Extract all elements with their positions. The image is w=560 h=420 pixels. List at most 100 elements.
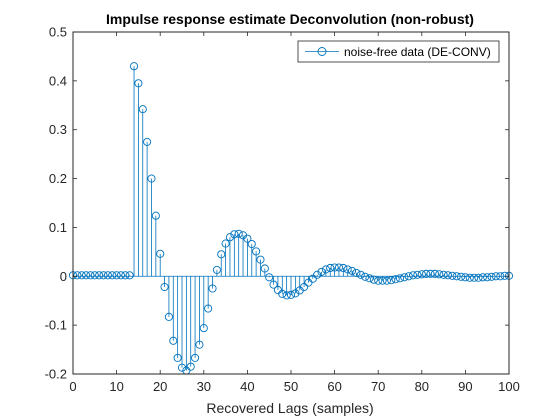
y-tick-label: -0.1 <box>45 318 67 333</box>
stem-marker <box>143 137 152 146</box>
stem-marker <box>413 270 422 279</box>
stem-marker <box>156 249 165 258</box>
stem-markers <box>68 62 514 375</box>
stem-marker <box>387 276 396 285</box>
plot-area <box>73 32 509 374</box>
stem-marker <box>452 272 461 281</box>
x-tick-label: 40 <box>240 379 254 394</box>
stem-marker <box>461 273 470 282</box>
stem-marker <box>491 272 500 281</box>
stem-marker <box>160 282 169 292</box>
stem-marker <box>82 271 91 280</box>
stem-marker <box>365 274 374 283</box>
stem-marker <box>243 234 252 243</box>
stem-marker <box>352 268 361 277</box>
stem-marker <box>326 263 335 273</box>
stem-marker <box>164 312 173 321</box>
stem-marker <box>487 272 496 281</box>
stem-marker <box>195 340 204 349</box>
y-tick-labels: -0.2 -0.1 0 0.1 0.2 0.3 0.4 0.5 <box>45 25 67 382</box>
stem-marker <box>103 271 112 280</box>
legend-marker-sample <box>317 47 327 56</box>
stem-marker <box>269 280 278 289</box>
stem-marker <box>230 230 239 239</box>
stem-lines <box>72 66 510 371</box>
stem-marker <box>347 266 357 275</box>
stem-marker <box>443 271 453 280</box>
stem-marker <box>125 271 134 280</box>
x-tick-label: 100 <box>498 379 520 394</box>
stem-marker <box>339 263 348 273</box>
stem-marker <box>199 324 208 333</box>
stem-marker <box>496 272 505 281</box>
stem-marker <box>225 233 235 242</box>
stem-marker <box>317 267 326 276</box>
stem-marker <box>378 276 387 285</box>
x-tick-label: 70 <box>371 379 385 394</box>
stem-marker <box>147 174 156 183</box>
stem-marker <box>221 239 230 248</box>
y-tick-label: -0.2 <box>45 367 67 382</box>
x-tick-label: 20 <box>153 379 167 394</box>
stem-marker <box>404 272 413 281</box>
stem-marker <box>500 271 509 280</box>
stem-marker <box>282 291 291 300</box>
x-axis-label: Recovered Lags (samples) <box>206 400 373 416</box>
x-tick-label: 30 <box>197 379 211 394</box>
stem-marker <box>252 247 261 256</box>
stem-marker <box>409 271 418 280</box>
stem-marker <box>173 353 182 362</box>
stem-marker <box>138 105 147 114</box>
stem-marker <box>435 270 444 279</box>
stem-marker <box>334 263 344 272</box>
stem-marker <box>151 211 160 220</box>
stem-marker <box>186 362 195 371</box>
stem-marker <box>374 276 383 285</box>
chart-title: Impulse response estimate Deconvolution … <box>106 11 474 27</box>
stem-marker <box>422 269 431 278</box>
stem-marker <box>191 353 200 362</box>
stem-marker <box>313 270 322 279</box>
y-tick-label: 0.1 <box>49 220 67 235</box>
stem-marker <box>448 271 457 280</box>
x-tick-label: 10 <box>109 379 123 394</box>
legend: noise-free data (DE-CONV) <box>297 40 500 63</box>
stem-marker <box>300 282 309 292</box>
stem-marker <box>177 363 187 372</box>
stem-marker <box>169 336 178 345</box>
stem-marker <box>417 270 426 279</box>
stem-marker <box>212 265 221 274</box>
stem-marker <box>330 263 339 272</box>
stem-marker <box>426 269 435 278</box>
x-tick-label: 90 <box>458 379 472 394</box>
x-tick-label: 60 <box>327 379 341 394</box>
stem-marker <box>321 265 330 274</box>
x-tick-labels: 0 10 20 30 40 50 60 70 80 90 100 <box>69 379 519 394</box>
y-tick-label: 0.4 <box>49 73 67 88</box>
x-tick-label: 0 <box>69 379 76 394</box>
stem-marker <box>291 289 300 298</box>
legend-entry-label: noise-free data (DE-CONV) <box>344 45 491 59</box>
stem-marker <box>134 79 143 88</box>
stem-marker <box>108 271 117 280</box>
stem-marker <box>361 272 370 281</box>
stem-marker <box>369 275 378 284</box>
stem-marker <box>217 250 226 259</box>
stem-marker <box>129 62 139 71</box>
y-tick-label: 0.2 <box>49 171 67 186</box>
y-tick-label: 0.3 <box>49 122 67 137</box>
stem-marker <box>121 271 130 280</box>
y-tick-label: 0.5 <box>49 25 67 40</box>
stem-marker <box>400 273 409 282</box>
stem-marker <box>90 271 99 280</box>
stem-marker <box>456 272 466 281</box>
stem-marker <box>99 271 108 280</box>
stem-marker <box>116 271 126 280</box>
stem-marker <box>343 265 352 274</box>
stem-marker <box>77 271 86 280</box>
x-tick-label: 80 <box>415 379 429 394</box>
y-tick-label: 0 <box>60 269 67 284</box>
stem-marker <box>395 274 405 283</box>
stem-marker <box>286 290 296 299</box>
stem-marker <box>86 271 95 280</box>
